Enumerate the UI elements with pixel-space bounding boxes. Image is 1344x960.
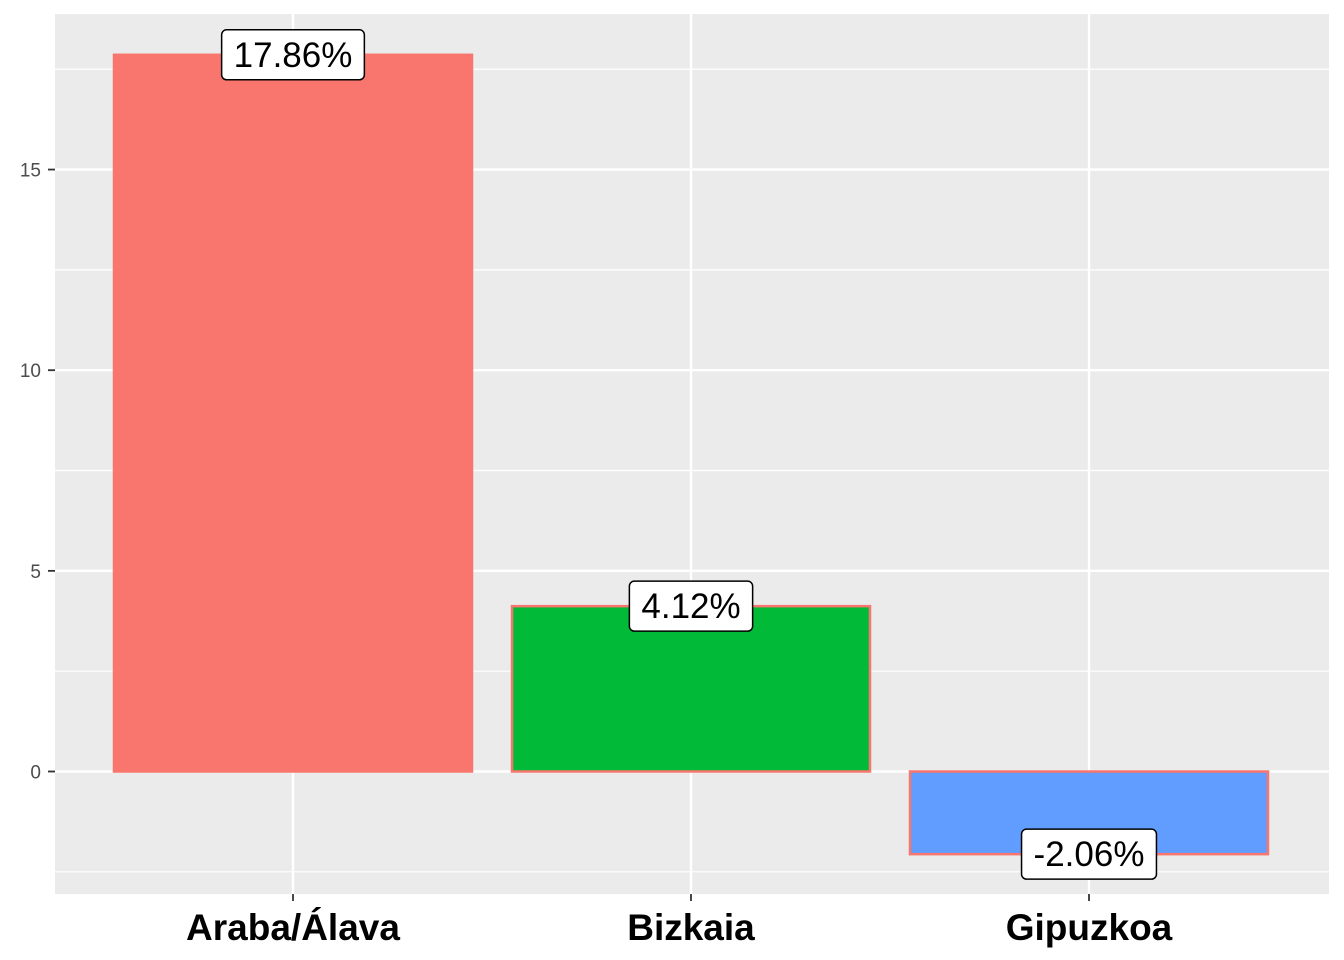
data-label-text: 17.86% — [234, 36, 353, 75]
y-tick-label: 15 — [20, 161, 41, 182]
data-label-box — [220, 29, 366, 81]
data-labels: 17.86% 4.12% -2.06% — [220, 29, 1158, 880]
y-tick-label: 5 — [30, 562, 41, 583]
bars — [112, 53, 1270, 856]
data-label-text: -2.06% — [1034, 835, 1145, 874]
data-label: 4.12% — [628, 580, 754, 632]
x-tick-label: Araba/Álava — [186, 907, 400, 948]
bar — [112, 53, 474, 773]
x-tick-label: Gipuzkoa — [1006, 907, 1173, 948]
x-tick-label: Bizkaia — [627, 907, 755, 948]
y-axis: 0 5 10 15 — [20, 161, 55, 784]
data-label-box — [628, 580, 754, 632]
y-tick-label: 10 — [20, 361, 41, 382]
x-axis: Araba/Álava Bizkaia Gipuzkoa — [186, 894, 1173, 948]
data-label: -2.06% — [1020, 828, 1158, 880]
y-tick-label: 0 — [30, 763, 41, 784]
data-label-box — [1020, 828, 1158, 880]
data-label: 17.86% — [220, 29, 366, 81]
bar — [510, 604, 872, 773]
data-label-text: 4.12% — [641, 587, 740, 626]
